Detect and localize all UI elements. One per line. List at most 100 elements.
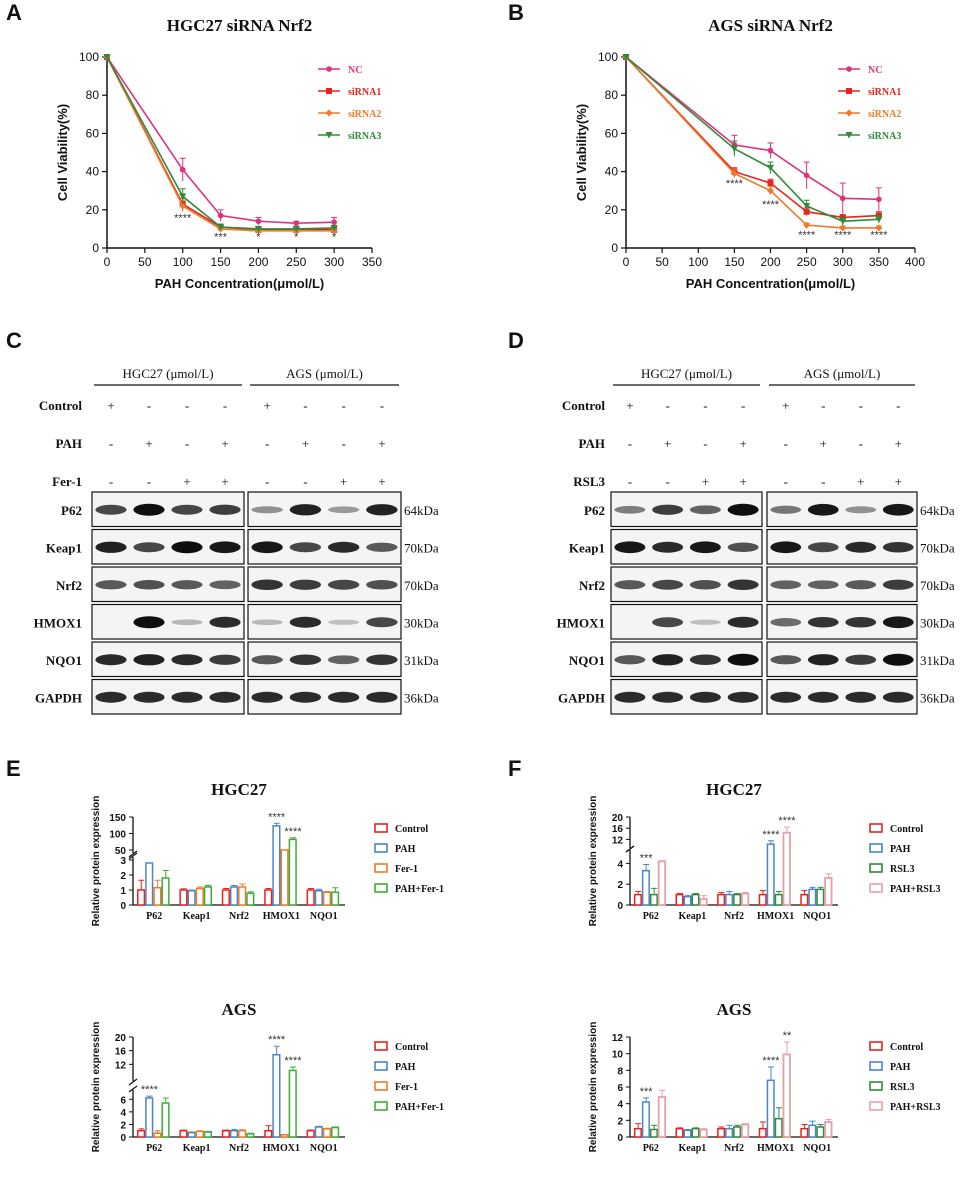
data-point-sirna3 <box>803 202 811 210</box>
bar-rsl3 <box>733 1126 742 1138</box>
blot-band <box>95 691 127 703</box>
bar-pah-rsl3 <box>824 877 833 906</box>
blot-band <box>289 691 322 703</box>
chart-title: AGS <box>222 1000 257 1019</box>
bar-fer-1 <box>195 1130 204 1138</box>
x-tick-label: Nrf2 <box>724 911 744 922</box>
data-point-sirna3 <box>254 225 262 233</box>
protein-label: HMOX1 <box>557 615 605 630</box>
bar-chart-e-ags: AGS 0 24 6 12 16 20 Relative protein expression… <box>91 1000 444 1154</box>
y-tick-label: 0 <box>611 241 618 255</box>
bar-pah-fer-1 <box>246 1133 255 1138</box>
significance-mark: **** <box>762 199 780 211</box>
bar-rsl3 <box>733 893 742 906</box>
bar-pah-fer-1 <box>288 1069 297 1138</box>
data-point-sirna2 <box>730 170 738 178</box>
legend-swatch <box>374 1061 388 1071</box>
x-tick-label: HMOX1 <box>263 911 300 922</box>
y-tick-label: 12 <box>612 835 624 846</box>
y-tick-label: 12 <box>612 1033 624 1044</box>
x-axis-label: PAH Concentration(μmol/L) <box>686 276 855 291</box>
panel-label-a: A <box>6 0 22 25</box>
group-header: AGS (μmol/L) <box>286 366 363 381</box>
y-tick-label: 20 <box>612 813 624 824</box>
condition-sign: + <box>895 436 902 451</box>
y-tick-label: 16 <box>115 1047 127 1058</box>
condition-sign: + <box>626 398 633 413</box>
y-tick-label: 6 <box>617 1083 623 1094</box>
bar-rsl3 <box>649 893 658 906</box>
blot-band <box>366 542 398 552</box>
y-tick-label: 0 <box>617 1133 623 1144</box>
data-point-sirna3 <box>767 164 774 172</box>
blot-band <box>133 691 165 703</box>
bar-pah-rsl3 <box>824 1121 833 1138</box>
blot-band <box>807 616 839 628</box>
blot-band <box>209 616 241 628</box>
blot-band <box>327 691 360 703</box>
blot-band <box>770 541 802 554</box>
data-point-sirna2 <box>803 221 811 229</box>
blot-band <box>727 503 759 516</box>
legend-swatch <box>869 823 883 833</box>
blot-band <box>327 579 360 590</box>
bar-chart-f-ags: AGS 0 2 4 6 8 10 12 Relative protein expression P… <box>588 1000 941 1154</box>
western-blot-d: HGC27 (μmol/L) AGS (μmol/L) Control + - - - + - -… <box>557 366 955 715</box>
group-header: HGC27 (μmol/L) <box>641 366 732 381</box>
condition-sign: + <box>263 398 270 413</box>
y-tick-label: 8 <box>617 1066 623 1077</box>
data-point-sirna2 <box>875 224 883 232</box>
blot-band <box>133 654 165 666</box>
bar-pah <box>272 1054 281 1138</box>
bar-pah <box>766 1079 775 1138</box>
y-tick-label: 20 <box>605 203 619 217</box>
legend-label: siRNA3 <box>348 131 381 142</box>
x-tick-label: 250 <box>286 255 306 269</box>
x-tick-label: Nrf2 <box>229 1143 249 1154</box>
data-point-nc <box>255 218 262 225</box>
y-tick-label: 4 <box>617 859 623 870</box>
significance-mark: * <box>256 231 261 243</box>
bar-pah-fer-1 <box>331 1126 340 1138</box>
data-point-sirna1 <box>767 180 774 187</box>
blot-band <box>251 619 283 626</box>
bar-pah-rsl3 <box>740 892 750 906</box>
blot-band <box>652 579 684 590</box>
legend-marker <box>326 66 332 72</box>
series-line-sirna1 <box>625 56 879 219</box>
bar-control <box>264 1129 273 1138</box>
x-tick-label: NQO1 <box>803 911 831 922</box>
bar-pah <box>725 1127 734 1138</box>
x-tick-label: 100 <box>173 255 193 269</box>
data-point-nc <box>803 172 810 179</box>
bar-pah <box>808 1124 817 1138</box>
data-point-nc <box>179 166 186 173</box>
blot-band <box>171 541 203 554</box>
blot-band <box>171 654 203 666</box>
blot-band <box>209 654 241 665</box>
bar-control <box>221 889 230 906</box>
blot-band <box>366 579 398 590</box>
blot-band <box>366 617 398 628</box>
condition-sign: + <box>107 398 114 413</box>
blot-band <box>727 616 759 628</box>
axis-break-mark <box>128 1078 138 1086</box>
legend-label: PAH <box>890 1062 911 1073</box>
blot-band <box>133 616 165 629</box>
blot-band <box>95 654 127 666</box>
blot-band <box>845 616 877 628</box>
condition-sign: - <box>185 436 189 451</box>
bar-control <box>136 889 146 906</box>
x-tick-label: 350 <box>869 255 889 269</box>
y-tick-label: 100 <box>109 830 126 841</box>
blot-band <box>689 691 721 703</box>
condition-sign: - <box>628 436 632 451</box>
condition-sign: + <box>302 436 309 451</box>
chart-title: HGC27 siRNA Nrf2 <box>167 16 312 35</box>
blot-band <box>689 541 721 554</box>
bar-rsl3 <box>649 1128 658 1138</box>
blot-band <box>289 579 322 590</box>
condition-label: Control <box>39 398 82 413</box>
significance-mark: **** <box>778 815 796 827</box>
